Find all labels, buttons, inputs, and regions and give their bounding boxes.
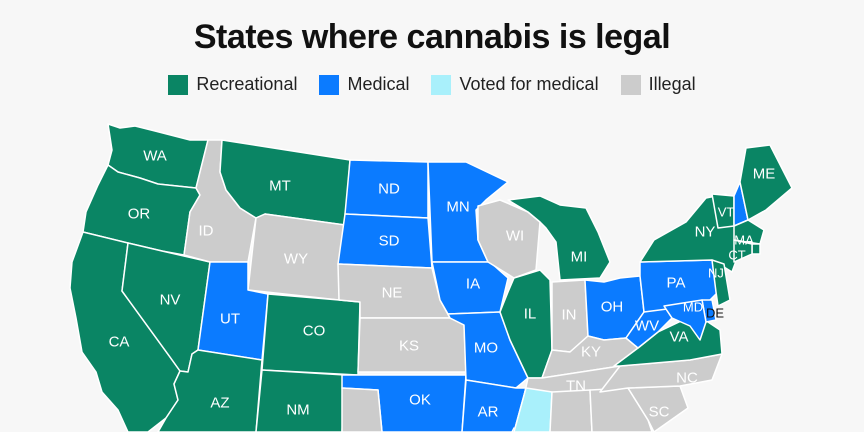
state-wy <box>247 213 346 301</box>
state-shapes <box>69 123 793 432</box>
map-title: States where cannabis is legal <box>193 18 671 56</box>
legend-swatch-recreational <box>168 74 189 95</box>
state-ks <box>357 317 467 373</box>
legend-swatch-illegal <box>620 74 641 95</box>
state-nd <box>344 159 429 219</box>
state-nm <box>255 369 346 432</box>
legend-label-recreational: Recreational <box>196 74 298 94</box>
state-al <box>549 389 593 432</box>
state-ri <box>751 243 761 255</box>
state-nj <box>711 259 731 307</box>
legend-swatch-medical <box>319 74 340 95</box>
state-mi <box>507 195 611 281</box>
state-ms <box>513 387 553 432</box>
state-wi <box>477 199 541 279</box>
legend-item-illegal: Illegal <box>620 74 696 95</box>
legend-label-medical: Medical <box>347 74 410 94</box>
legend-label-illegal: Illegal <box>648 74 696 94</box>
legend-swatch-voted-for-medical <box>431 74 452 95</box>
legend-label-voted-for-medical: Voted for medical <box>459 74 599 94</box>
state-me <box>739 144 793 221</box>
state-ia <box>431 261 509 315</box>
legend-item-medical: Medical <box>319 74 409 95</box>
legend-item-recreational: Recreational <box>168 74 297 95</box>
legend: Recreational Medical Voted for medical I… <box>0 74 864 95</box>
state-ma <box>733 219 765 245</box>
state-ct <box>733 239 753 263</box>
legend-item-voted-for-medical: Voted for medical <box>431 74 599 95</box>
state-sd <box>337 213 433 269</box>
state-co <box>261 293 361 376</box>
state-tx <box>341 387 383 432</box>
state-md <box>663 299 707 341</box>
